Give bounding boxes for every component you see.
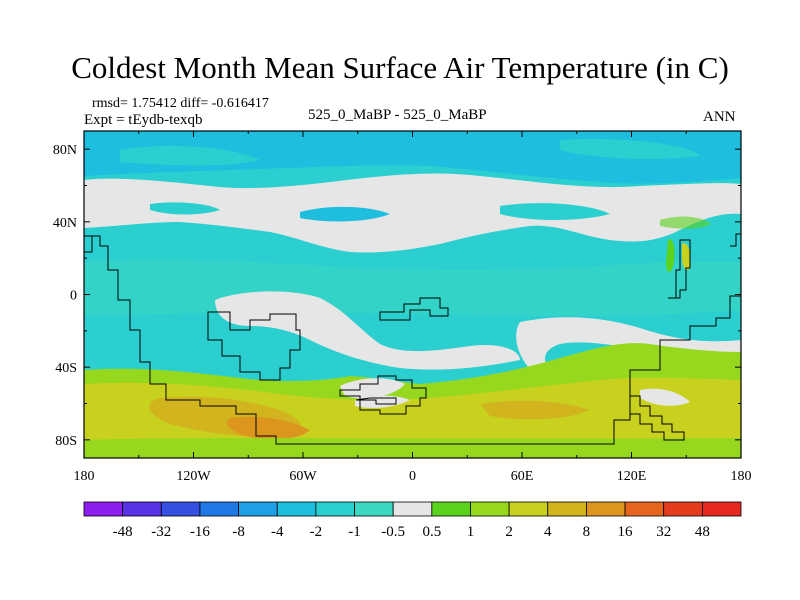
field-polar-south (84, 438, 741, 458)
colorbar-label: -0.5 (381, 524, 405, 540)
colorbar-box (199, 501, 239, 517)
colorbar-box (122, 501, 162, 517)
colorbar-box (663, 501, 703, 517)
field-band-insert (300, 206, 390, 222)
colorbar-box (392, 501, 433, 517)
x-tick-label: 60W (289, 469, 317, 484)
colorbar-box (624, 501, 665, 517)
continent-outlines (84, 233, 741, 445)
colorbar-label: 8 (583, 524, 591, 540)
x-tick-label: 180 (731, 469, 752, 484)
x-tick-label: 0 (409, 469, 416, 484)
colorbar-label: 0.5 (422, 524, 441, 540)
field-white-tongue (215, 291, 520, 370)
y-tick-label: 0 (70, 289, 77, 304)
x-tick-label: 120E (617, 469, 647, 484)
field-band-insert (150, 202, 220, 215)
field-midlat-band (84, 173, 741, 253)
field-arctic-patch (560, 138, 700, 159)
y-tick-label: 80N (53, 143, 77, 158)
colorbar-box (354, 501, 394, 517)
colorbar-label: 2 (505, 524, 513, 540)
colorbar-label: 32 (656, 524, 671, 540)
map-title: Coldest Month Mean Surface Air Temperatu… (71, 50, 729, 85)
x-tick-label: 60E (511, 469, 534, 484)
field-southern-warmer (84, 377, 741, 458)
colorbar: -48 -32 -16 -8 -4 -2 -1 -0.5 0.5 1 2 4 8 16 32 48 (83, 501, 742, 540)
experiment-label: Expt = tEydb-texqb (84, 112, 203, 128)
field-green-streak (666, 239, 675, 272)
colorbar-box (701, 501, 742, 517)
field-green-streak (682, 243, 691, 271)
case-id-label: 525_0_MaBP - 525_0_MaBP (308, 107, 487, 123)
colorbar-label: -4 (271, 524, 284, 540)
field-green-streak (660, 216, 712, 229)
colorbar-box (160, 501, 201, 517)
y-tick-label: 40S (55, 361, 77, 376)
field-white-pocket (640, 388, 690, 406)
colorbar-label: 48 (695, 524, 710, 540)
field-white-pocket (340, 378, 405, 399)
colorbar-label: 4 (544, 524, 552, 540)
colorbar-label: -48 (113, 524, 133, 540)
x-tick-label: 180 (74, 469, 95, 484)
field-band-insert (500, 203, 610, 220)
colorbar-label: -16 (190, 524, 210, 540)
colorbar-box (83, 501, 124, 517)
x-tick-label: 120W (176, 469, 211, 484)
y-tick-label: 80S (55, 434, 77, 449)
map-axes: 180 120W 60W 0 60E 120E 180 80N 40N 0 40S 80S (53, 131, 752, 484)
field-warm-patch (480, 400, 590, 420)
colorbar-box (238, 501, 278, 517)
colorbar-label: 16 (618, 524, 634, 540)
colorbar-box (431, 501, 471, 517)
y-tick-label: 40N (53, 216, 77, 231)
colorbar-label: -1 (348, 524, 361, 540)
colorbar-box (508, 501, 549, 517)
map-field (84, 131, 741, 458)
colorbar-label: -2 (310, 524, 323, 540)
colorbar-box (547, 501, 587, 517)
colorbar-label: -8 (232, 524, 245, 540)
colorbar-label: 1 (467, 524, 475, 540)
field-arctic-patch (120, 145, 260, 166)
rmsd-diff-stats: rmsd= 1.75412 diff= -0.616417 (92, 96, 269, 111)
season-label: ANN (703, 109, 736, 125)
colorbar-box (470, 501, 510, 517)
colorbar-box (315, 501, 355, 517)
colorbar-box (276, 501, 317, 517)
colorbar-label: -32 (151, 524, 171, 540)
field-hot-patch (226, 416, 310, 440)
colorbar-box (586, 501, 626, 517)
